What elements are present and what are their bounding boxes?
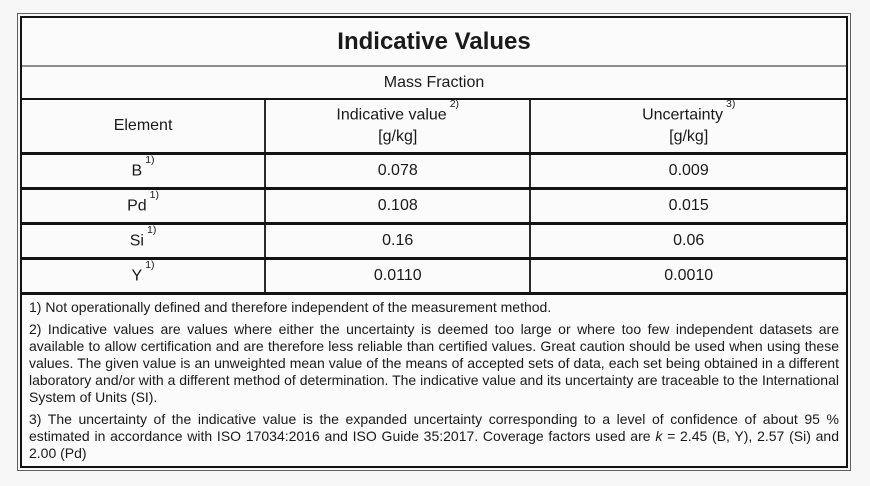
column-header-unit: [g/kg] [378,128,418,146]
footnotes-row: 1) Not operationally defined and therefo… [22,293,846,467]
table-row-si: Si1) 0.16 0.06 [22,223,846,260]
uncertainty-cell: 0.06 [529,223,846,260]
coverage-factor-k-symbol: k [655,427,663,444]
uncertainty-cell: 0.009 [529,153,846,190]
table-row-pd: Pd1) 0.108 0.015 [22,188,846,225]
element-symbol: Pd [127,197,147,215]
column-header-line1: Indicative value2) [266,98,529,127]
column-header-element: Element [22,99,266,155]
footnote-2: 2) Indicative values are values where ei… [29,320,839,405]
column-header-uncertainty: Uncertainty3) [g/kg] [529,98,846,155]
column-header-line1: Uncertainty3) [531,98,846,127]
footnotes-section: 1) Not operationally defined and therefo… [22,293,846,467]
element-cell: Y1) [22,258,266,295]
footnote-ref-3: 3) [725,97,736,110]
element-cell: B1) [22,153,266,190]
element-symbol: Y [131,267,143,285]
column-header-row: Element Indicative value2) [g/kg] Uncert… [22,98,846,155]
table-outer-border: Indicative Values Mass Fraction Element … [17,13,851,471]
indicative-value-cell: 0.16 [264,223,531,260]
indicative-value-cell: 0.078 [264,153,531,190]
subtitle-row: Mass Fraction [22,66,846,100]
table-title: Indicative Values [22,18,846,67]
element-cell: Pd1) [22,188,266,225]
element-cell: Si1) [22,223,266,260]
footnote-1: 1) Not operationally defined and therefo… [29,298,552,315]
indicative-value-cell: 0.0110 [264,258,531,295]
column-header-indicative-value: Indicative value2) [g/kg] [264,98,531,155]
footnote-ref-1: 1) [145,259,155,272]
column-header-label: Element [113,116,173,134]
title-row: Indicative Values [22,18,846,67]
uncertainty-cell: 0.015 [529,188,846,225]
uncertainty-cell: 0.0010 [529,258,846,295]
table-row-y: Y1) 0.0110 0.0010 [22,258,846,295]
column-header-label: Uncertainty [642,106,723,124]
footnote-3: 3) The uncertainty of the indicative val… [29,411,839,462]
indicative-values-table: Indicative Values Mass Fraction Element … [22,18,846,467]
column-header-label: Indicative value [336,106,447,124]
table-row-b: B1) 0.078 0.009 [22,153,846,190]
element-symbol: B [131,162,143,180]
footnote-ref-1: 1) [145,154,155,167]
footnote-3-text-start: 3) The uncertainty of the indicative val… [29,410,839,444]
indicative-value-cell: 0.108 [264,188,531,225]
footnote-ref-1: 1) [149,189,159,202]
table-frame: Indicative Values Mass Fraction Element … [20,16,848,468]
footnote-ref-1: 1) [146,224,157,237]
footnote-3-text-end: = 2.45 (B, Y), 2.57 (Si) and 2.00 (Pd) [29,427,839,461]
table-subtitle: Mass Fraction [22,66,846,100]
column-header-unit: [g/kg] [669,128,709,146]
footnote-ref-2: 2) [449,97,460,110]
element-symbol: Si [129,232,144,250]
